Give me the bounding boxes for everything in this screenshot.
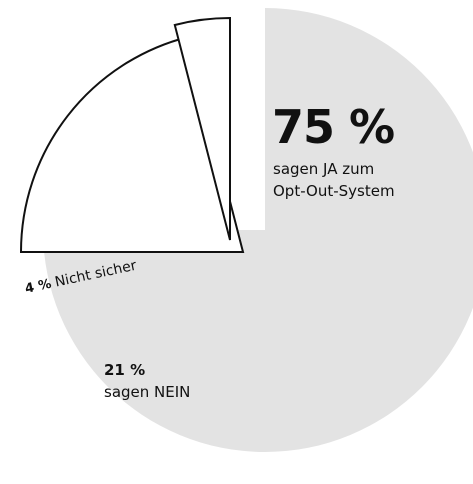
slice-yes-label-line-1: sagen JA zum (273, 160, 374, 178)
slice-unsure (173, 16, 231, 241)
slice-no-percent: 21 % (104, 361, 145, 379)
slice-unsure-percent: 4 % (24, 277, 53, 297)
slice-yes-label-line-2: Opt-Out-System (273, 182, 395, 200)
slice-yes-percent: 75 % (272, 100, 394, 154)
slice-no-label: sagen NEIN (104, 383, 190, 401)
slice-no (19, 35, 245, 253)
slice-yes (43, 8, 473, 452)
